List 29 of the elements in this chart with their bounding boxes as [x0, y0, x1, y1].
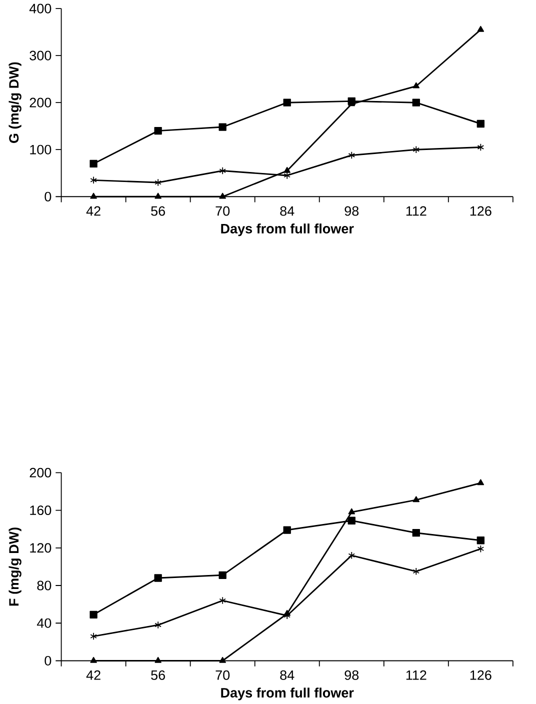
y-tick-label: 100: [30, 144, 51, 154]
y-tick-label: 200: [30, 98, 51, 108]
y-tick-label: 120: [30, 543, 51, 553]
x-axis-title: Days from full flower: [220, 224, 354, 236]
x-axis-title: Days from full flower: [220, 688, 354, 700]
y-tick-label: 200: [30, 468, 51, 478]
x-tick-label: 126: [470, 206, 492, 216]
x-tick-label: 70: [216, 206, 230, 216]
y-tick-label: 300: [29, 50, 51, 60]
x-tick-label: 112: [406, 206, 426, 216]
x-tick-label: 56: [150, 670, 165, 680]
y-tick-label: 40: [36, 618, 51, 628]
y-tick-label: 0: [44, 656, 51, 666]
x-tick-label: 42: [86, 206, 100, 216]
x-tick-label: 98: [344, 670, 358, 680]
y-tick-label: 0: [44, 192, 51, 202]
x-tick-label: 98: [344, 206, 358, 216]
x-tick-label: 56: [150, 206, 165, 216]
x-tick-label: 70: [216, 670, 230, 680]
x-tick-label: 84: [280, 670, 294, 680]
x-tick-label: 126: [470, 670, 492, 680]
y-tick-label: 80: [37, 580, 51, 590]
y-tick-label: 400: [29, 4, 51, 14]
x-tick-label: 84: [280, 206, 294, 216]
y-axis-title: F (mg/g DW): [8, 528, 22, 606]
y-axis-title: G (mg/g DW): [8, 62, 22, 143]
x-tick-label: 42: [86, 670, 100, 680]
y-tick-label: 160: [30, 505, 51, 516]
x-tick-label: 112: [406, 670, 426, 680]
